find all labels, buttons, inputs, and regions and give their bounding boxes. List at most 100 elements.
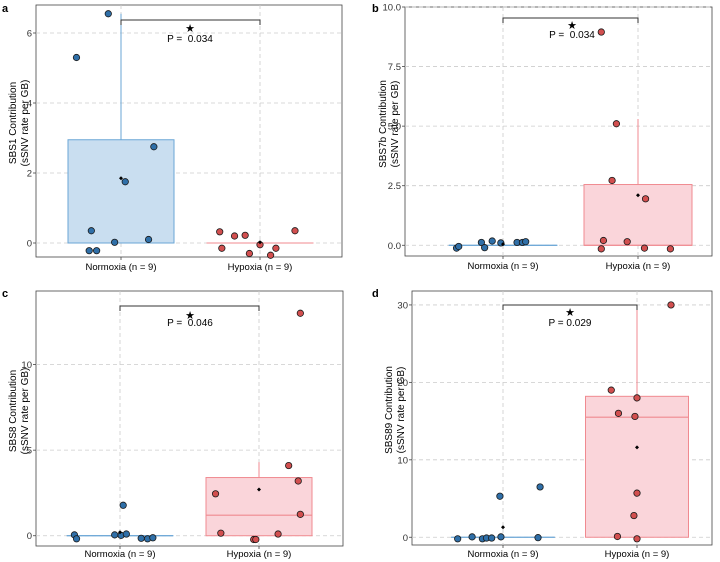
hypoxia-point <box>633 535 641 543</box>
panel-b-star: ★ <box>567 20 577 32</box>
normoxia-point <box>121 178 129 186</box>
normoxia-point <box>144 235 153 244</box>
panel-d-plot: 0 10 20 30 <box>397 290 713 548</box>
hypoxia-mean-marker <box>636 193 640 198</box>
normoxia-point <box>72 53 81 62</box>
hypoxia-point <box>294 477 302 485</box>
hypoxia-point <box>245 249 253 258</box>
panel-b: b SBS7b Contribution (sSNV rate per GB) … <box>372 3 713 272</box>
y-tick-label: 0 <box>403 533 408 544</box>
panel-border <box>35 290 344 547</box>
significance-bracket <box>502 304 638 310</box>
y-tick-label: 10 <box>397 455 408 466</box>
y-tick-label: 2.5 <box>388 181 401 192</box>
hypoxia-point <box>666 245 675 253</box>
y-tick-label: 0.0 <box>388 241 401 252</box>
hypoxia-point <box>633 394 641 402</box>
hypoxia-point <box>266 251 275 259</box>
normoxia-point <box>93 247 101 255</box>
hypoxia-point <box>217 529 225 537</box>
normoxia-point <box>536 483 544 491</box>
hypoxia-box <box>205 477 313 537</box>
normoxia-point <box>455 242 463 251</box>
panel-d-p-value: P = 0.029 <box>549 318 592 329</box>
hypoxia-point <box>599 236 608 245</box>
panel-border <box>411 290 713 546</box>
hypoxia-point <box>641 195 650 203</box>
hypoxia-point <box>296 510 304 518</box>
normoxia-point <box>111 531 119 539</box>
hypoxia-point <box>633 489 641 497</box>
panel-c-star: ★ <box>185 310 195 322</box>
normoxia-point <box>477 238 485 247</box>
hypoxia-point <box>211 490 220 498</box>
panel-b-xlabel-hypoxia: Hypoxia (n = 9) <box>606 261 671 272</box>
hypoxia-point <box>630 511 638 520</box>
y-tick-label: 10 <box>21 360 32 371</box>
panel-a-star: ★ <box>185 23 195 35</box>
panel-b-plot: 0.0 2.5 5.0 7.5 10.0 <box>383 3 713 259</box>
panel-d-xlabel-normoxia: Normoxia (n = 9) <box>467 549 538 560</box>
normoxia-point <box>72 535 81 543</box>
panel-c-p-value: P = 0.046 <box>167 318 213 329</box>
hypoxia-point <box>612 120 621 128</box>
y-tick-label: 2 <box>27 169 32 180</box>
y-tick-label: 30 <box>397 300 408 311</box>
panel-a: a SBS1 Contribution (sSNV rate per GB) 0… <box>2 3 343 273</box>
panel-a-ylabel-line1: SBS1 Contribution <box>8 82 19 164</box>
y-tick-label: 0 <box>27 239 32 250</box>
y-tick-label: 7.5 <box>388 62 401 73</box>
panel-c-plot: 0 5 10 <box>21 290 344 549</box>
y-tick-label: 5.0 <box>388 122 401 133</box>
hypoxia-point <box>272 244 280 252</box>
normoxia-point <box>481 244 489 252</box>
hypoxia-point <box>667 301 675 309</box>
panel-b-label: b <box>372 3 379 15</box>
panel-d-xlabel-hypoxia: Hypoxia (n = 9) <box>605 549 670 560</box>
normoxia-point <box>488 237 496 245</box>
y-tick-label: 5 <box>27 446 32 457</box>
panel-d-ylabel-line1: SBS89 Contribution <box>384 366 395 454</box>
significance-bracket <box>502 17 639 23</box>
normoxia-point <box>111 238 119 246</box>
normoxia-point <box>150 143 158 151</box>
significance-bracket <box>120 19 261 25</box>
hypoxia-point <box>296 309 304 317</box>
hypoxia-mean-marker <box>258 240 262 245</box>
hypoxia-point <box>631 412 639 421</box>
panel-a-ylabel-line2: (sSNV rate per GB) <box>20 80 31 167</box>
hypoxia-point <box>285 461 293 470</box>
panel-c-ylabel-line2: (sSNV rate per GB) <box>20 368 31 455</box>
panel-d-ylabel-line2: (sSNV rate per GB) <box>396 367 407 454</box>
normoxia-box <box>67 139 175 244</box>
normoxia-point <box>119 501 127 509</box>
panel-border <box>35 4 343 258</box>
normoxia-point <box>87 227 95 235</box>
normoxia-point <box>488 534 496 542</box>
hypoxia-point <box>640 244 649 252</box>
normoxia-mean-marker <box>118 530 122 535</box>
normoxia-mean-marker <box>119 176 123 181</box>
y-tick-label: 0 <box>27 531 32 542</box>
hypoxia-point <box>218 244 226 252</box>
panel-d-label: d <box>372 288 379 300</box>
normoxia-point <box>497 533 505 541</box>
normoxia-point <box>122 530 130 538</box>
hypoxia-point <box>607 386 615 394</box>
panel-d-star: ★ <box>565 307 575 319</box>
normoxia-point <box>468 533 476 541</box>
y-tick-label: 10.0 <box>383 3 402 14</box>
panel-b-ylabel-line1: SBS7b Contribution <box>378 80 389 168</box>
normoxia-point <box>522 238 530 246</box>
panel-c-xlabel-hypoxia: Hypoxia (n = 9) <box>227 549 292 560</box>
hypoxia-point <box>274 530 282 538</box>
y-tick-label: 6 <box>27 29 32 40</box>
hypoxia-point <box>597 28 605 36</box>
panel-c-label: c <box>2 288 8 300</box>
hypoxia-point <box>230 232 239 240</box>
significance-bracket <box>119 305 260 311</box>
y-tick-label: 20 <box>397 378 408 389</box>
panel-c-ylabel-line1: SBS8 Contribution <box>8 370 19 452</box>
hypoxia-point <box>614 409 623 417</box>
